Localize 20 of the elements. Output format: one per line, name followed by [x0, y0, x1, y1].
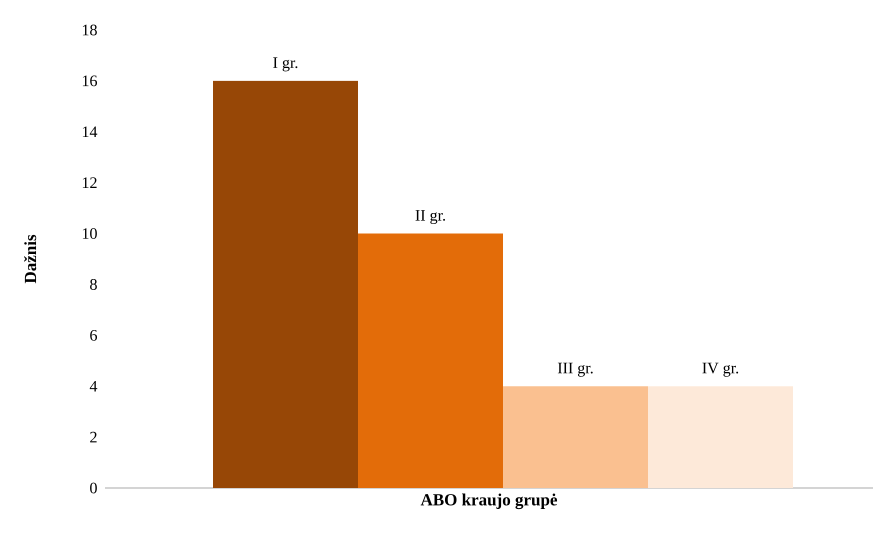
series-label: III gr.: [558, 362, 593, 377]
y-tick-label: 18: [82, 24, 97, 36]
bar: [503, 386, 648, 488]
y-tick-label: 0: [90, 482, 97, 494]
y-tick-label: 14: [82, 126, 98, 138]
bar: [358, 234, 504, 488]
series-label: I gr.: [273, 57, 298, 72]
y-tick-label: 16: [82, 76, 98, 86]
y-tick-label: 2: [90, 432, 97, 442]
series-label: IV gr.: [702, 362, 738, 377]
y-tick-label: 6: [90, 330, 98, 341]
y-tick-label: 10: [82, 228, 97, 239]
y-tick-label: 4: [90, 380, 98, 392]
y-tick-label: 12: [82, 177, 97, 188]
y-tick-label: 8: [90, 279, 97, 290]
x-axis-title: ABO kraujo grupė: [420, 494, 558, 510]
y-axis-title: Dažnis: [24, 234, 36, 284]
series-label: II gr.: [416, 210, 446, 224]
bar: [213, 80, 358, 488]
bar: [648, 386, 794, 488]
